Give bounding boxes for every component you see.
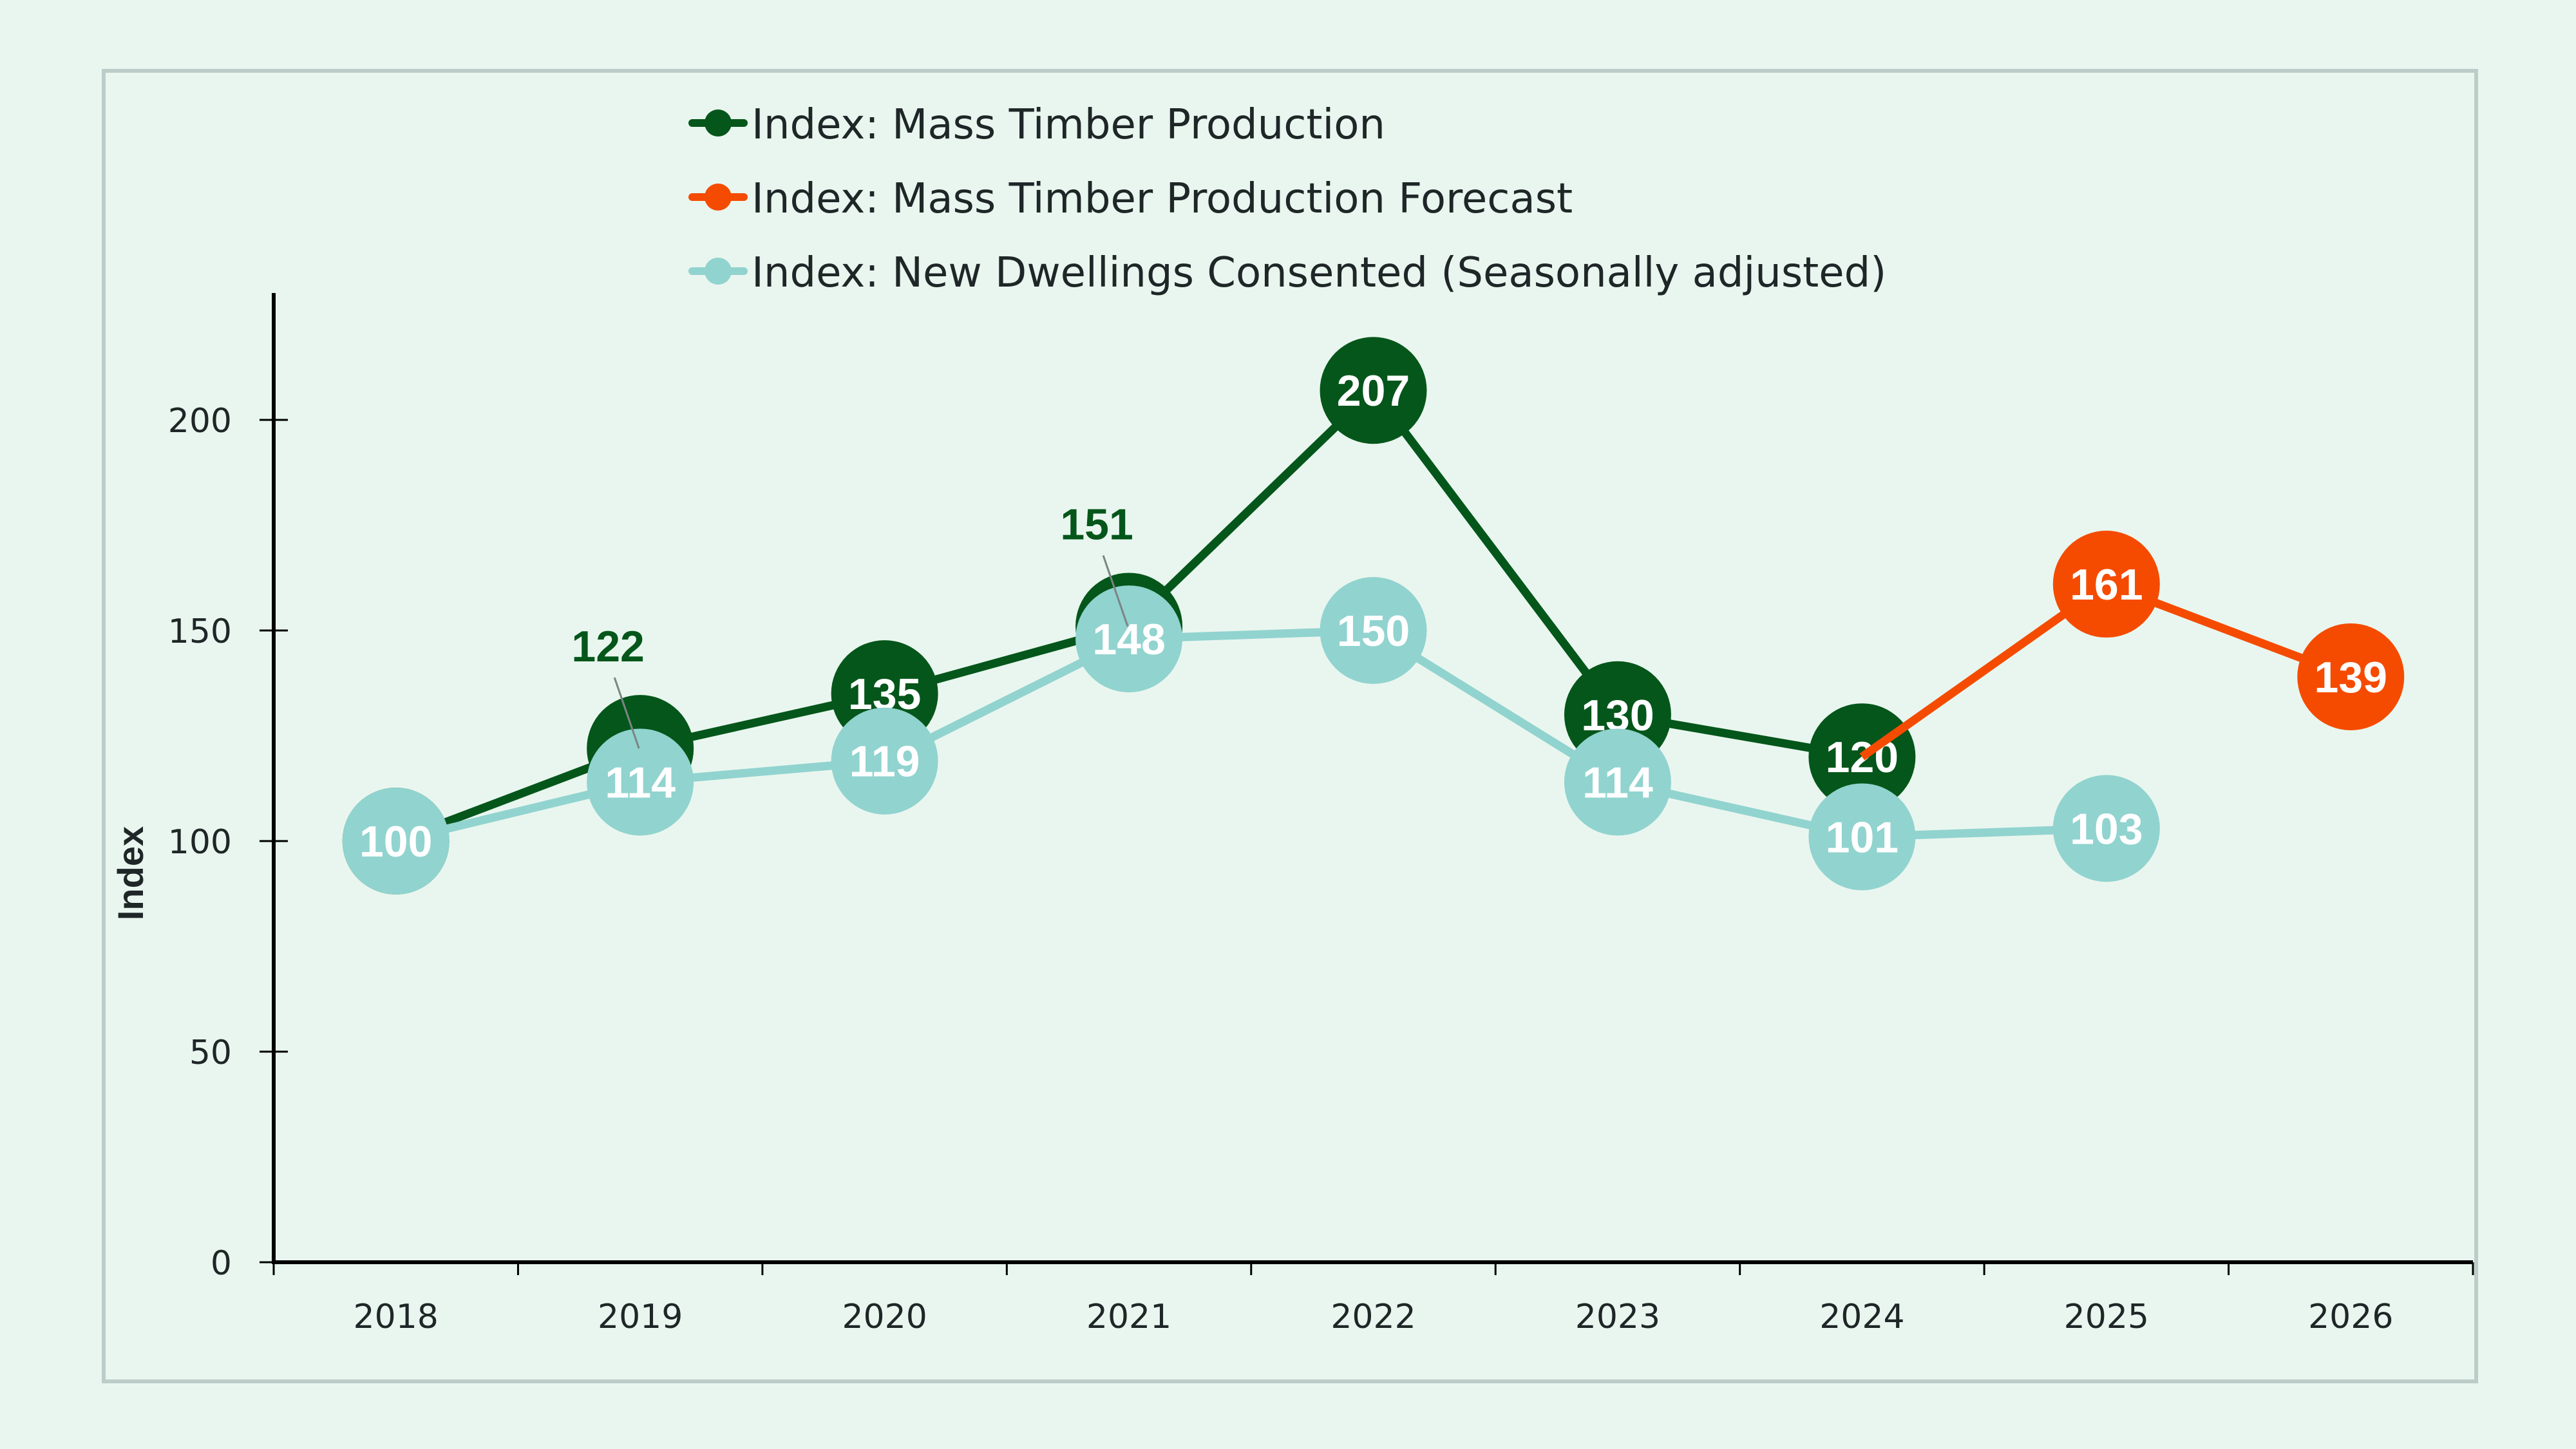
legend-label: Index: New Dwellings Consented (Seasonal… [752,249,1886,297]
data-label: 161 [2070,560,2143,609]
external-labels: 122 151 [571,500,1133,749]
x-tick-label: 2018 [354,1298,439,1336]
x-tick-label: 2026 [2308,1298,2393,1336]
series-dwellings: 100 114 119 148 150 114 101 103 [342,577,2160,895]
data-point [831,707,938,815]
chart-frame [102,69,2478,1383]
data-point [587,728,694,836]
y-tick-label: 200 [168,402,232,440]
data-label: 101 [1826,813,1899,862]
data-label: 207 [1337,366,1410,415]
data-label: 103 [2070,804,2143,853]
x-tick-label: 2020 [842,1298,927,1336]
data-label-external: 151 [1060,500,1133,549]
legend-label: Index: Mass Timber Production Forecast [752,175,1573,223]
y-tick-label: 0 [211,1244,232,1283]
data-label: 100 [359,817,432,866]
legend-marker-icon [705,258,732,285]
data-label: 150 [1337,607,1410,656]
legend-item-forecast: Index: Mass Timber Production Forecast [688,175,1573,223]
legend-label: Index: Mass Timber Production [752,101,1385,149]
series-forecast: 161 139 [1859,531,2405,761]
data-label: 148 [1092,615,1165,664]
x-tick-label: 2022 [1331,1298,1416,1336]
x-ticks: 2018 2019 2020 2021 2022 2023 2024 2025 2026 [272,1262,2474,1336]
y-tick-label: 50 [189,1034,232,1072]
series-segment [1126,387,1377,630]
legend-marker-icon [705,184,732,211]
x-tick-label: 2019 [598,1298,683,1336]
data-point [342,788,450,895]
y-ticks: 0 50 100 150 200 [168,402,288,1283]
x-tick-label: 2023 [1575,1298,1660,1336]
data-label-external: 122 [571,622,644,671]
data-point [2052,531,2160,638]
x-tick-label: 2025 [2064,1298,2149,1336]
leader-line [1102,554,1129,627]
legend-item-dwellings: Index: New Dwellings Consented (Seasonal… [688,249,1886,297]
data-label: 139 [2315,653,2387,702]
data-label: 119 [849,737,920,786]
legend: Index: Mass Timber Production Index: Mass… [688,101,1886,297]
y-axis-title: Index [110,826,151,920]
data-point [1320,577,1427,684]
x-tick-label: 2024 [1819,1298,1904,1336]
data-point [1808,783,1916,891]
data-label: 114 [1582,758,1653,807]
data-point [2297,623,2405,730]
y-tick-label: 100 [168,823,232,862]
leader-line [613,677,640,749]
data-point [1564,728,1671,836]
data-label: 114 [605,758,676,807]
data-point [1075,585,1183,693]
series-segment [1370,388,1622,717]
legend-marker-icon [705,109,732,137]
legend-item-mass_timber: Index: Mass Timber Production [688,101,1385,149]
x-tick-label: 2021 [1086,1298,1171,1336]
y-tick-label: 150 [168,612,232,651]
data-point [1320,337,1427,444]
data-point [2052,775,2160,882]
